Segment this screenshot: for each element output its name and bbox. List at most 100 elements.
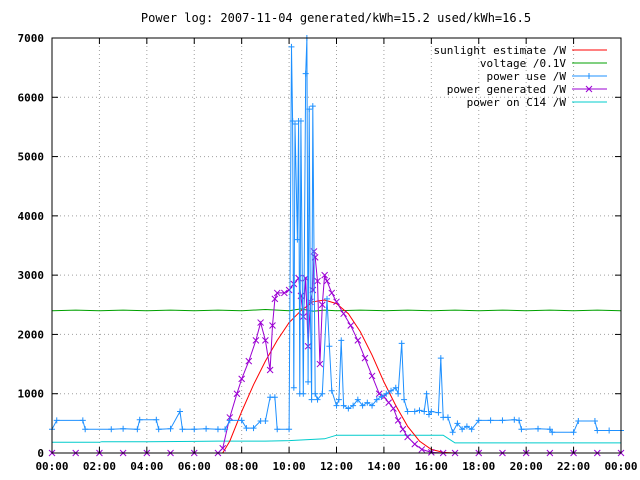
series-voltage-0-1v	[51, 308, 622, 312]
data-point	[383, 390, 390, 397]
data-point	[252, 337, 260, 344]
data-point	[361, 354, 369, 362]
data-point	[340, 402, 347, 409]
data-point	[309, 103, 316, 110]
series-power-on-c14-w	[52, 434, 621, 444]
y-tick-label: 1000	[18, 388, 45, 401]
data-point	[354, 337, 362, 344]
data-point	[305, 378, 312, 385]
data-point	[401, 396, 408, 403]
data-point	[214, 426, 221, 433]
data-point	[404, 408, 411, 415]
data-point	[238, 375, 246, 383]
data-point	[340, 310, 347, 318]
data-point	[238, 417, 245, 424]
data-point	[302, 70, 309, 77]
data-point	[153, 416, 160, 423]
x-tick-label: 08:00	[225, 460, 258, 473]
data-point	[233, 390, 241, 398]
data-point	[245, 357, 253, 365]
data-point	[177, 408, 184, 415]
data-point	[155, 426, 162, 433]
axis-ticks: 00:00 02:00 04:00 06:00 08:00 10:00 12:00 14:00…	[18, 32, 638, 473]
data-point	[345, 405, 352, 412]
data-point	[203, 425, 210, 432]
data-point	[437, 355, 444, 362]
data-point	[368, 372, 376, 380]
data-point	[312, 390, 319, 397]
y-tick-label: 2000	[18, 328, 45, 341]
data-point	[300, 390, 307, 397]
data-point	[328, 387, 335, 394]
data-point	[350, 402, 357, 409]
data-point	[411, 408, 418, 415]
x-tick-label: 10:00	[273, 460, 306, 473]
legend-marker	[585, 85, 593, 93]
data-point	[421, 408, 428, 415]
legend-label: power use /W	[487, 70, 567, 83]
x-tick-label: 00:00	[604, 460, 637, 473]
data-point	[468, 426, 475, 433]
y-tick-label: 3000	[18, 269, 45, 282]
legend-label: power generated /W	[447, 83, 567, 96]
data-point	[388, 387, 395, 394]
data-point	[390, 405, 397, 412]
legend-marker	[586, 73, 592, 79]
data-point	[269, 322, 276, 329]
data-point	[314, 396, 321, 403]
data-point	[226, 417, 233, 424]
x-tick-label: 22:00	[557, 460, 590, 473]
data-point	[575, 417, 582, 424]
data-point	[423, 390, 430, 397]
data-point	[324, 295, 331, 302]
data-point	[449, 429, 456, 436]
x-tick-label: 00:00	[35, 460, 68, 473]
data-point	[308, 396, 315, 403]
data-point	[570, 429, 577, 436]
data-point	[285, 286, 293, 294]
data-point	[392, 384, 399, 391]
data-point	[179, 426, 186, 433]
series-sunlight-estimate-w	[222, 299, 456, 454]
data-point	[333, 402, 340, 409]
x-tick-label: 18:00	[462, 460, 495, 473]
data-point	[394, 417, 402, 424]
data-point	[271, 295, 279, 303]
series-line	[222, 299, 456, 454]
data-point	[416, 407, 423, 414]
data-point	[428, 408, 435, 415]
data-point	[487, 417, 494, 424]
data-point	[136, 416, 143, 423]
data-point	[398, 340, 405, 347]
data-point	[311, 254, 319, 261]
data-point	[323, 277, 331, 285]
data-point	[219, 444, 227, 452]
y-tick-label: 7000	[18, 32, 45, 45]
data-point	[299, 313, 307, 320]
data-point	[444, 414, 451, 421]
data-point	[516, 417, 523, 424]
data-point	[250, 425, 257, 432]
data-point	[306, 106, 313, 113]
data-point	[335, 396, 342, 403]
data-point	[318, 301, 326, 309]
data-point	[594, 427, 601, 434]
data-point	[354, 396, 361, 403]
data-point	[292, 120, 299, 127]
data-point	[294, 236, 301, 243]
data-point	[518, 426, 525, 433]
data-point	[266, 366, 274, 374]
data-point	[369, 402, 376, 409]
data-point	[418, 446, 426, 453]
data-point	[326, 343, 333, 350]
data-point	[549, 429, 556, 436]
data-point	[222, 426, 229, 433]
x-tick-label: 20:00	[510, 460, 543, 473]
x-tick-label: 14:00	[367, 460, 400, 473]
data-point	[288, 43, 295, 50]
data-point	[364, 399, 371, 406]
data-point	[385, 399, 393, 406]
data-point	[120, 425, 127, 432]
